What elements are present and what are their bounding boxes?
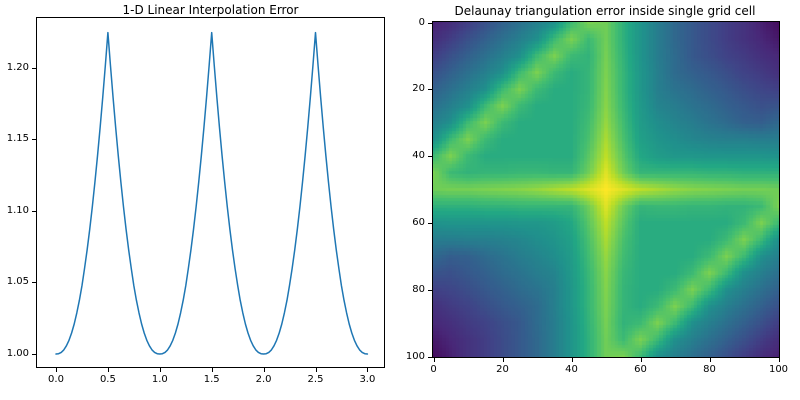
tick-label: 0 bbox=[430, 364, 437, 375]
tick-mark bbox=[428, 89, 432, 91]
tick-mark bbox=[640, 358, 642, 362]
tick-label: 40 bbox=[412, 150, 425, 162]
tick-mark bbox=[32, 67, 36, 69]
tick-label: 1.05 bbox=[6, 276, 29, 288]
tick-mark bbox=[502, 358, 504, 362]
heatmap-canvas bbox=[432, 21, 780, 358]
tick-mark bbox=[428, 156, 432, 158]
tick-mark bbox=[571, 358, 573, 362]
tick-label: 80 bbox=[412, 283, 425, 295]
tick-mark bbox=[428, 356, 432, 358]
tick-label: 60 bbox=[412, 217, 425, 229]
tick-label: 1.20 bbox=[6, 61, 29, 73]
tick-mark bbox=[32, 282, 36, 284]
tick-mark bbox=[32, 210, 36, 212]
tick-mark bbox=[428, 22, 432, 24]
tick-mark bbox=[428, 289, 432, 291]
line-series bbox=[55, 31, 369, 355]
tick-label: 0.0 bbox=[48, 374, 64, 385]
tick-mark bbox=[709, 358, 711, 362]
tick-label: 100 bbox=[768, 364, 789, 375]
line-chart-svg bbox=[55, 31, 369, 355]
tick-label: 60 bbox=[634, 364, 647, 375]
tick-mark bbox=[107, 368, 109, 372]
tick-mark bbox=[367, 368, 369, 372]
tick-mark bbox=[428, 223, 432, 225]
tick-mark bbox=[56, 368, 57, 372]
tick-label: 3.0 bbox=[359, 374, 376, 385]
tick-mark bbox=[433, 358, 435, 362]
tick-mark bbox=[32, 354, 36, 355]
tick-label: 1.10 bbox=[6, 204, 29, 216]
tick-label: 1.5 bbox=[203, 374, 220, 385]
tick-label: 80 bbox=[703, 364, 716, 375]
tick-mark bbox=[159, 368, 161, 372]
left-plot-axes bbox=[36, 17, 385, 368]
tick-label: 40 bbox=[565, 364, 578, 375]
tick-mark bbox=[32, 139, 36, 141]
tick-label: 1.0 bbox=[151, 374, 168, 385]
tick-label: 1.00 bbox=[6, 348, 29, 359]
tick-label: 100 bbox=[405, 350, 425, 362]
tick-mark bbox=[211, 368, 213, 372]
tick-mark bbox=[263, 368, 265, 372]
tick-label: 0.5 bbox=[99, 374, 116, 385]
tick-label: 20 bbox=[412, 83, 425, 95]
tick-label: 0 bbox=[418, 16, 425, 28]
tick-label: 20 bbox=[496, 364, 509, 375]
tick-label: 2.0 bbox=[255, 374, 272, 385]
tick-label: 2.5 bbox=[307, 374, 324, 385]
tick-mark bbox=[778, 358, 780, 362]
right-plot-title: Delaunay triangulation error inside sing… bbox=[454, 4, 756, 18]
tick-mark bbox=[315, 368, 317, 372]
left-plot-title: 1-D Linear Interpolation Error bbox=[122, 3, 299, 17]
tick-label: 1.15 bbox=[6, 133, 29, 145]
